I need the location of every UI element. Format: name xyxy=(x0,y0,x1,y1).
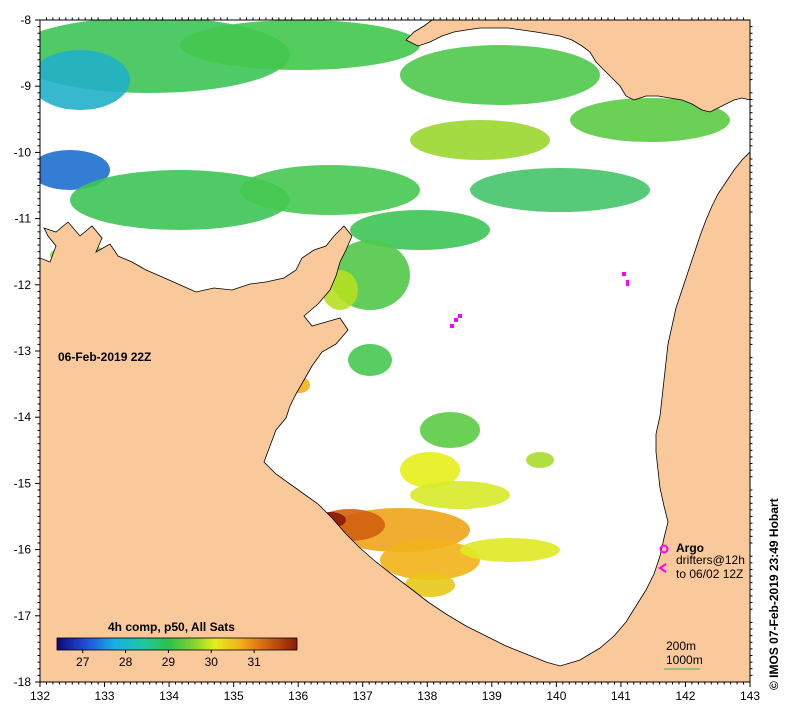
sst-patch xyxy=(348,344,392,376)
colorbar: 4h comp, p50, All Sats 27 28 29 30 31 xyxy=(56,620,298,669)
sst-patch xyxy=(460,538,560,562)
legend-depth-200: 200m xyxy=(666,639,696,653)
sst-patch xyxy=(40,150,110,190)
y-tick-label: -8 xyxy=(20,13,31,27)
sst-patch xyxy=(240,165,420,215)
sst-patch xyxy=(405,573,455,597)
colorbar-tick-label: 27 xyxy=(76,655,90,669)
sst-patch xyxy=(180,20,420,70)
legend-drifters-line2: to 06/02 12Z xyxy=(676,567,743,581)
date-label: 06-Feb-2019 22Z xyxy=(58,350,151,364)
x-tick-label: 139 xyxy=(482,689,502,703)
y-tick-label: -11 xyxy=(15,212,32,226)
legend: Argo drifters@12h to 06/02 12Z 200m 1000… xyxy=(658,541,745,670)
x-axis: 132 133 134 135 136 137 138 139 140 141 142 143 xyxy=(30,17,760,703)
x-tick-label: 143 xyxy=(740,689,760,703)
sst-patch xyxy=(380,540,480,580)
y-tick-label: -13 xyxy=(14,344,32,358)
y-axis: -8 -9 -10 -11 -12 -13 -14 -15 -16 -17 -18 xyxy=(14,13,753,689)
y-tick-label: -12 xyxy=(14,278,32,292)
land-cape-york xyxy=(405,20,750,113)
x-tick-label: 141 xyxy=(611,689,631,703)
x-tick-label: 137 xyxy=(353,689,373,703)
x-tick-label: 134 xyxy=(159,689,179,703)
colorbar-tick-label: 30 xyxy=(205,655,219,669)
sst-field xyxy=(40,20,730,597)
y-tick-label: -17 xyxy=(14,609,32,623)
x-tick-label: 132 xyxy=(30,689,50,703)
credit-label: © IMOS 07-Feb-2019 23:49 Hobart xyxy=(767,498,781,690)
sst-patch xyxy=(400,45,600,105)
drifter-symbol xyxy=(658,563,667,573)
legend-argo: Argo xyxy=(676,541,704,555)
argo-symbol xyxy=(659,544,669,554)
x-tick-label: 135 xyxy=(224,689,244,703)
legend-depth-1000: 1000m xyxy=(666,653,703,667)
sst-patch xyxy=(570,98,730,142)
x-tick-label: 133 xyxy=(95,689,115,703)
sst-patch xyxy=(40,50,130,110)
colorbar-tick-label: 28 xyxy=(119,655,133,669)
y-tick-label: -18 xyxy=(14,675,32,689)
land-northern-territory xyxy=(40,151,750,682)
sst-patch xyxy=(470,168,650,212)
sst-patch xyxy=(400,452,460,488)
y-tick-label: -16 xyxy=(14,543,32,557)
y-tick-label: -10 xyxy=(14,145,32,159)
colorbar-ticks: 27 28 29 30 31 xyxy=(76,650,261,669)
x-tick-label: 142 xyxy=(675,689,695,703)
y-tick-label: -15 xyxy=(14,476,32,490)
colorbar-gradient xyxy=(56,637,298,651)
sst-patch xyxy=(526,452,554,468)
sst-patch xyxy=(350,210,490,250)
land-masses xyxy=(40,20,750,682)
legend-drifters-line1: drifters@12h xyxy=(676,553,745,567)
colorbar-tick-label: 31 xyxy=(247,655,261,669)
colorbar-tick-label: 29 xyxy=(162,655,176,669)
sst-patch xyxy=(70,170,290,230)
x-tick-label: 138 xyxy=(417,689,437,703)
y-tick-label: -14 xyxy=(14,410,32,424)
sst-patch xyxy=(410,481,510,509)
x-tick-label: 140 xyxy=(546,689,566,703)
x-tick-label: 136 xyxy=(288,689,308,703)
colorbar-title: 4h comp, p50, All Sats xyxy=(108,620,235,634)
sst-patch xyxy=(420,412,480,448)
sst-patch xyxy=(410,120,550,160)
argo-floats xyxy=(450,272,629,328)
y-tick-label: -9 xyxy=(20,79,31,93)
